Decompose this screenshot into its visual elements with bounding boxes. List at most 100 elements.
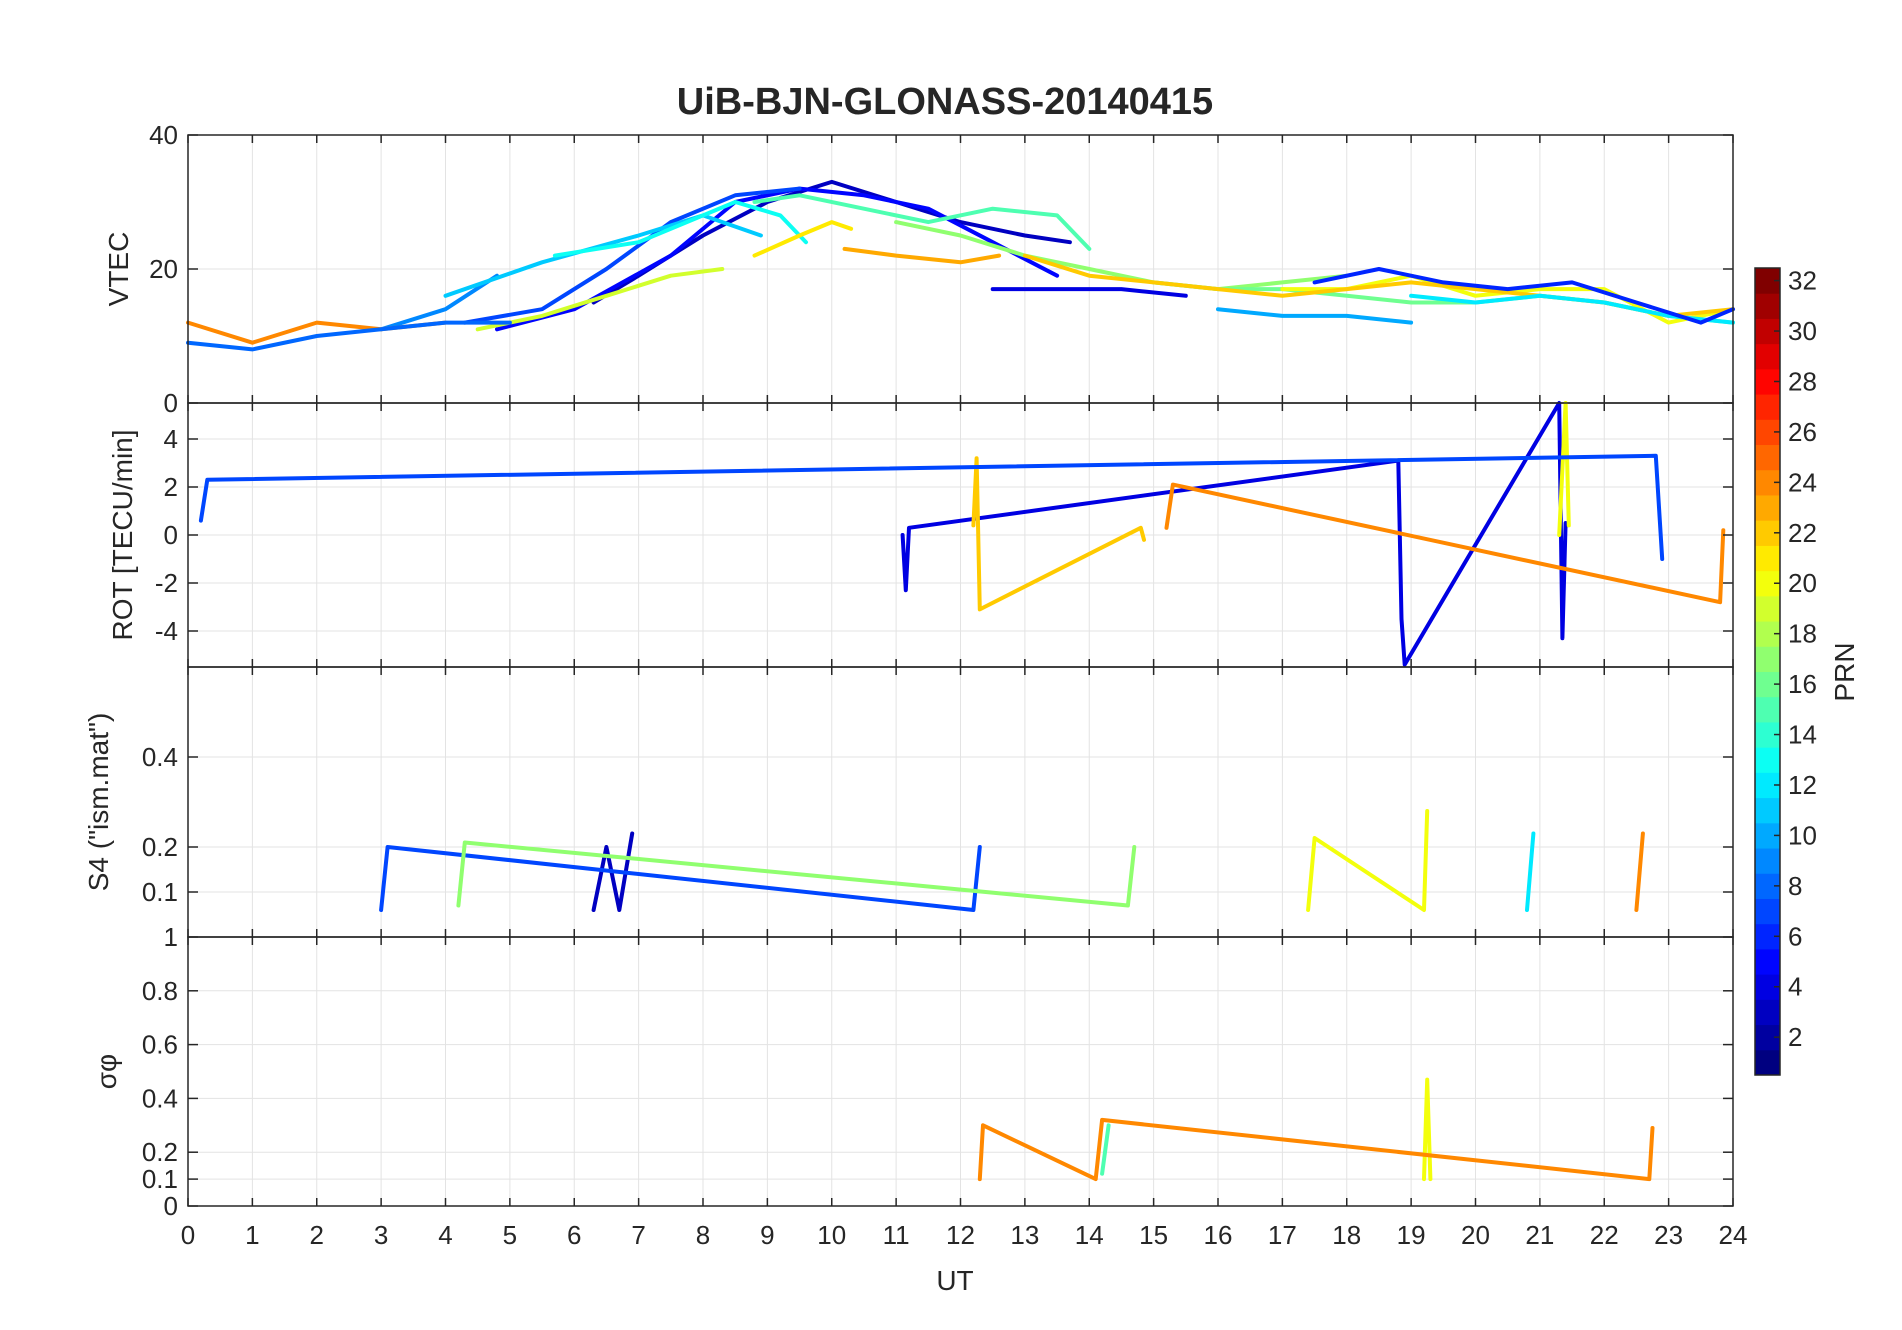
colorbar-tick-label: 20 bbox=[1788, 568, 1817, 598]
colorbar-tick-label: 24 bbox=[1788, 467, 1817, 497]
series-line-prn-4 bbox=[900, 401, 1568, 667]
y-tick-label: 0 bbox=[164, 388, 178, 418]
colorbar-swatch bbox=[1755, 848, 1780, 874]
colorbar-tick-label: 8 bbox=[1788, 871, 1802, 901]
colorbar-swatch bbox=[1755, 646, 1780, 672]
y-tick-label: 0.1 bbox=[142, 877, 178, 907]
series-line-prn-7 bbox=[379, 845, 982, 912]
x-tick-label: 4 bbox=[438, 1220, 452, 1250]
y-tick-label: 0.2 bbox=[142, 1137, 178, 1167]
colorbar-swatch bbox=[1755, 1049, 1780, 1076]
x-tick-label: 16 bbox=[1204, 1220, 1233, 1250]
colorbar-tick-label: 32 bbox=[1788, 266, 1817, 296]
x-tick-label: 22 bbox=[1590, 1220, 1619, 1250]
y-axis-label: σφ bbox=[91, 1054, 122, 1089]
series-line-prn-16 bbox=[1151, 280, 1735, 325]
y-tick-label: 0.8 bbox=[142, 976, 178, 1006]
series-line-prn-7 bbox=[462, 186, 802, 325]
colorbar-swatch bbox=[1755, 948, 1780, 975]
x-tick-label: 23 bbox=[1654, 1220, 1683, 1250]
colorbar-tick-label: 6 bbox=[1788, 921, 1802, 951]
series-line-prn-15 bbox=[752, 193, 1092, 251]
colorbar-swatch bbox=[1755, 747, 1780, 773]
y-tick-label: 4 bbox=[164, 424, 178, 454]
colorbar-tick-label: 22 bbox=[1788, 518, 1817, 548]
colorbar-swatch bbox=[1755, 696, 1780, 723]
y-tick-label: 0.2 bbox=[142, 832, 178, 862]
series-line-prn-24 bbox=[1164, 482, 1726, 605]
series-line-prn-19 bbox=[475, 267, 725, 332]
x-tick-label: 19 bbox=[1397, 1220, 1426, 1250]
colorbar-swatch bbox=[1755, 494, 1780, 521]
x-tick-label: 21 bbox=[1525, 1220, 1554, 1250]
colorbar-tick-label: 16 bbox=[1788, 669, 1817, 699]
s4-panel: 0.1 0.2 0.4 S4 ("ism.mat") bbox=[83, 666, 1734, 938]
y-tick-label: 40 bbox=[149, 120, 178, 150]
colorbar-swatch bbox=[1755, 343, 1780, 370]
colorbar-tick-label: 2 bbox=[1788, 1022, 1802, 1052]
colorbar-tick-label: 18 bbox=[1788, 619, 1817, 649]
series-line-prn-23 bbox=[842, 246, 1002, 265]
colorbar-swatch bbox=[1755, 545, 1780, 572]
x-tick-label: 13 bbox=[1010, 1220, 1039, 1250]
x-tick-label: 8 bbox=[696, 1220, 710, 1250]
x-tick-label: 9 bbox=[760, 1220, 774, 1250]
series-line-prn-24 bbox=[977, 1117, 1655, 1182]
x-tick-label: 10 bbox=[817, 1220, 846, 1250]
colorbar-tick-label: 26 bbox=[1788, 417, 1817, 447]
sigma-phi-panel: 00.10.2 0.4 0.6 0.8 1 σφ bbox=[91, 922, 1734, 1221]
x-tick-label: 7 bbox=[631, 1220, 645, 1250]
x-tick-label: 12 bbox=[946, 1220, 975, 1250]
series-line-prn-7 bbox=[198, 453, 1665, 561]
y-tick-label: 1 bbox=[164, 922, 178, 952]
colorbar-swatch bbox=[1755, 394, 1780, 420]
colorbar-swatch bbox=[1755, 898, 1780, 925]
colorbar-tick-label: 12 bbox=[1788, 770, 1817, 800]
y-tick-label: 20 bbox=[149, 254, 178, 284]
x-tick-label: 20 bbox=[1461, 1220, 1490, 1250]
colorbar-swatch bbox=[1755, 595, 1780, 622]
series-line-prn-6 bbox=[1312, 267, 1735, 325]
y-axis-label: S4 ("ism.mat") bbox=[83, 713, 114, 892]
y-tick-label: 2 bbox=[164, 472, 178, 502]
colorbar-label: PRN bbox=[1829, 642, 1860, 701]
colorbar-tick-label: 10 bbox=[1788, 820, 1817, 850]
x-tick-label: 18 bbox=[1332, 1220, 1361, 1250]
colorbar-swatch bbox=[1755, 293, 1780, 319]
colorbar-swatch bbox=[1755, 444, 1780, 471]
x-tick-label: 5 bbox=[503, 1220, 517, 1250]
series-line-prn-13 bbox=[552, 200, 808, 258]
x-tick-label: 24 bbox=[1719, 1220, 1748, 1250]
series-line-prn-17 bbox=[894, 220, 1349, 292]
colorbar-tick-label: 4 bbox=[1788, 972, 1802, 1002]
colorbar-tick-label: 14 bbox=[1788, 720, 1817, 750]
y-tick-label: 0.1 bbox=[142, 1164, 178, 1194]
y-tick-label: 0 bbox=[164, 520, 178, 550]
y-tick-label: 0 bbox=[164, 1191, 178, 1221]
x-tick-label: 15 bbox=[1139, 1220, 1168, 1250]
series-line-prn-20 bbox=[1306, 809, 1430, 912]
vtec-panel: 0 20 40 VTEC bbox=[103, 120, 1735, 418]
x-tick-label: 2 bbox=[310, 1220, 324, 1250]
colorbar-tick-label: 30 bbox=[1788, 316, 1817, 346]
series-line-prn-22 bbox=[971, 456, 1146, 612]
chart-title: UiB-BJN-GLONASS-20140415 bbox=[677, 81, 1213, 123]
series-line-prn-10 bbox=[1216, 307, 1414, 325]
x-tick-label: 6 bbox=[567, 1220, 581, 1250]
y-tick-label: 0.6 bbox=[142, 1030, 178, 1060]
x-tick-label: 1 bbox=[245, 1220, 259, 1250]
rot-panel: -4 -2 0 2 4 ROT [TECU/min] bbox=[107, 401, 1734, 668]
series-line-prn-21 bbox=[752, 220, 854, 258]
y-tick-label: -4 bbox=[155, 616, 178, 646]
series-line-prn-15 bbox=[1100, 1123, 1111, 1176]
x-axis-label: UT bbox=[936, 1265, 973, 1296]
y-tick-label: 0.4 bbox=[142, 742, 178, 772]
colorbar-swatch bbox=[1755, 999, 1780, 1026]
x-tick-label: 17 bbox=[1268, 1220, 1297, 1250]
x-tick-label: 11 bbox=[883, 1220, 910, 1250]
colorbar-frame bbox=[1754, 267, 1781, 1076]
series-line-prn-9 bbox=[379, 273, 499, 332]
series-line-prn-11 bbox=[443, 213, 763, 298]
y-tick-label: 0.4 bbox=[142, 1083, 178, 1113]
colorbar-swatch bbox=[1755, 797, 1780, 824]
